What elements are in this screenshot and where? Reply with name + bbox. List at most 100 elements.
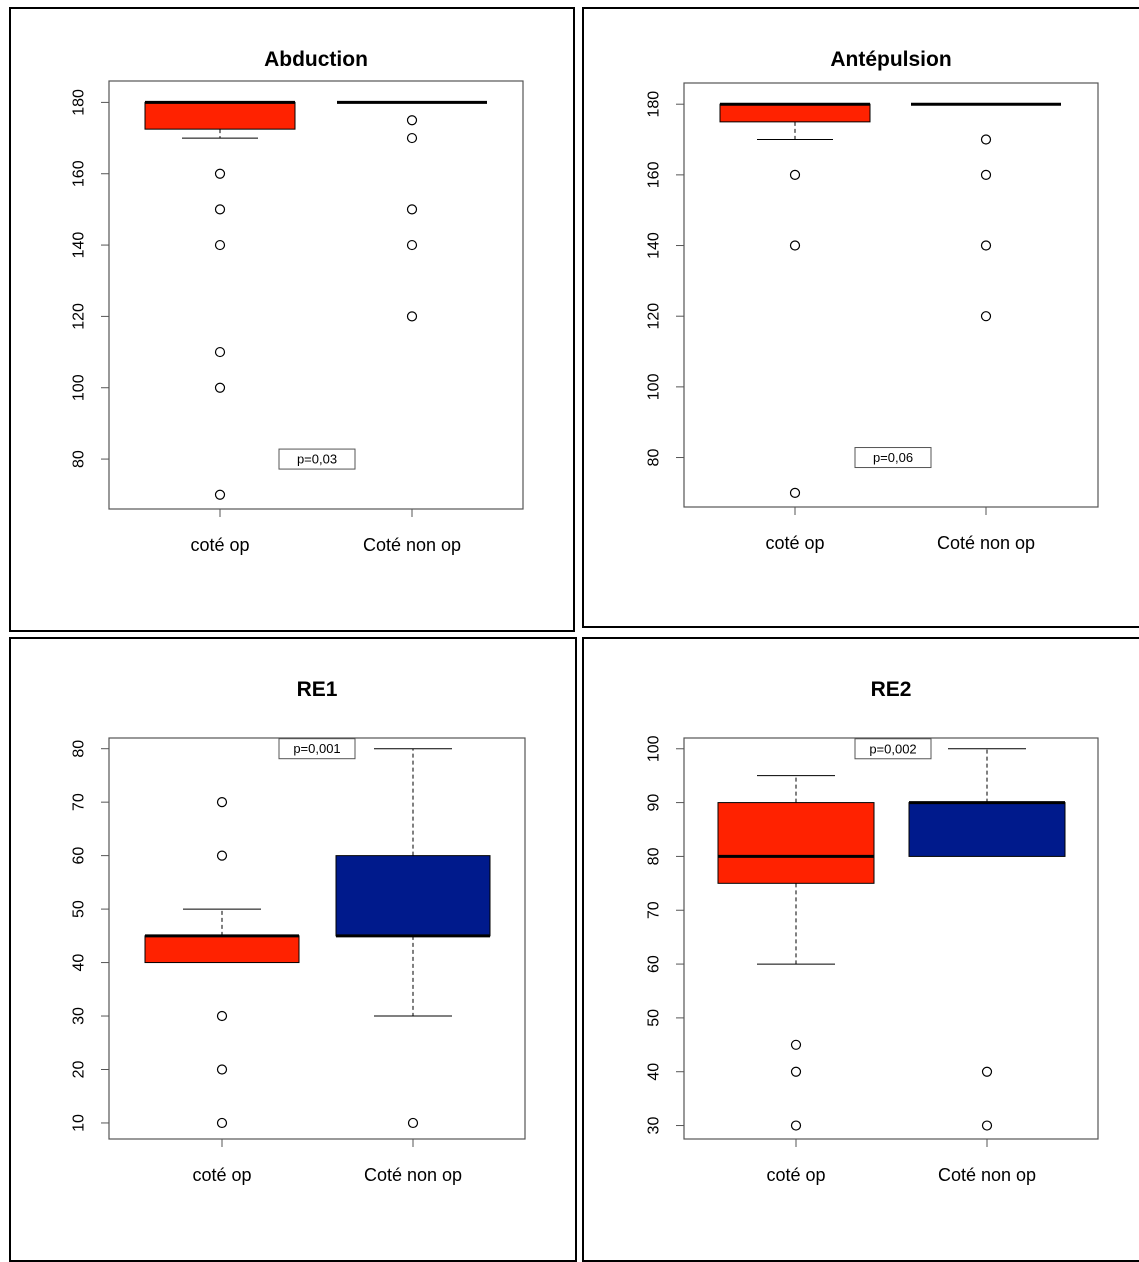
y-tick-label: 30	[71, 1007, 88, 1025]
p-value-label: p=0,06	[873, 450, 913, 465]
chart-title-antepulsion: Antépulsion	[830, 48, 951, 71]
p-value-label: p=0,03	[297, 452, 337, 467]
y-tick-label: 90	[646, 794, 663, 812]
p-value-box	[278, 738, 356, 760]
y-tick-label: 40	[71, 954, 88, 972]
y-tick-label: 160	[646, 161, 663, 188]
chart-title-re2: RE2	[871, 678, 912, 701]
y-tick-label: 80	[71, 740, 88, 758]
outlier-point	[980, 311, 992, 322]
x-category-label: coté op	[192, 1165, 251, 1185]
outlier-point	[980, 240, 992, 251]
outlier-point	[980, 169, 992, 180]
outlier-point	[790, 1039, 802, 1050]
plot-frame	[683, 737, 1099, 1140]
p-value-box	[854, 738, 932, 760]
box-re1-cote-op	[144, 797, 300, 1129]
y-tick-label: 160	[71, 160, 88, 187]
y-tick-label: 80	[646, 847, 663, 865]
outlier-point	[216, 850, 228, 861]
plot-frame	[108, 737, 526, 1140]
boxplot-re2: RE2 30 40 50 60 70 80 90 100 coté op Coté non op p=…	[646, 678, 1099, 1185]
outlier-point	[406, 115, 418, 126]
x-category-label: Coté non op	[363, 535, 461, 555]
y-tick-label: 20	[71, 1060, 88, 1078]
outlier-point	[216, 1117, 228, 1129]
y-tick-label: 100	[646, 373, 663, 400]
plot-frame	[108, 80, 524, 510]
outlier-point	[214, 489, 226, 500]
outlier-point	[981, 1066, 993, 1077]
y-tick-label: 120	[71, 303, 88, 330]
chart-panel-abduction: Abduction 80 100 120 140 160 180 coté op Coté no…	[9, 7, 575, 632]
y-tick-label: 140	[646, 232, 663, 259]
x-category-label: Coté non op	[364, 1165, 462, 1185]
outlier-point	[789, 240, 801, 251]
outlier-point	[407, 1117, 419, 1129]
outlier-point	[406, 204, 418, 215]
chart-panel-re1: RE1 10 20 30 40 50 60 70 80 coté op Coté non op p=0…	[9, 637, 577, 1262]
outlier-point	[406, 239, 418, 251]
y-tick-label: 50	[71, 900, 88, 918]
y-tick-label: 100	[646, 735, 663, 762]
box-iqr	[144, 101, 296, 130]
chart-panel-re2: RE2 30 40 50 60 70 80 90 100 coté op Coté non op p=…	[582, 637, 1139, 1262]
boxplot-antepulsion: Antépulsion 80 100 120 140 160 180 coté op Coté …	[646, 48, 1099, 553]
p-value-box	[278, 448, 356, 470]
p-value-label: p=0,001	[293, 741, 340, 756]
y-tick-label: 10	[71, 1114, 88, 1132]
outlier-point	[406, 311, 418, 322]
boxplot-re1: RE1 10 20 30 40 50 60 70 80 coté op Coté non op p=0…	[71, 678, 526, 1185]
p-value-box	[854, 447, 932, 469]
outlier-point	[216, 1064, 228, 1075]
y-tick-label: 140	[71, 232, 88, 259]
box-iqr	[717, 802, 875, 884]
x-category-label: Coté non op	[937, 533, 1035, 553]
chart-title-abduction: Abduction	[264, 48, 368, 71]
outlier-point	[214, 168, 226, 179]
y-tick-label: 40	[646, 1063, 663, 1081]
p-value-label: p=0,002	[869, 741, 916, 756]
x-category-label: coté op	[190, 535, 249, 555]
outlier-point	[980, 134, 992, 145]
y-tick-label: 60	[646, 955, 663, 973]
y-tick-label: 100	[71, 374, 88, 401]
outlier-point	[214, 346, 226, 358]
box-abduction-cote-non-op	[337, 100, 487, 322]
y-tick-label: 120	[646, 303, 663, 330]
box-re2-cote-non-op	[908, 748, 1066, 1131]
boxplot-abduction: Abduction 80 100 120 140 160 180 coté op Coté no…	[71, 48, 524, 555]
box-re2-cote-op	[717, 775, 875, 1131]
x-category-label: Coté non op	[938, 1165, 1036, 1185]
y-tick-label: 50	[646, 1009, 663, 1027]
plot-frame	[683, 82, 1099, 508]
outlier-point	[214, 382, 226, 393]
outlier-point	[790, 1120, 802, 1131]
chart-panel-antepulsion: Antépulsion 80 100 120 140 160 180 coté op Coté …	[582, 7, 1139, 628]
outlier-point	[789, 169, 801, 180]
box-iqr	[719, 103, 871, 123]
box-antepulsion-cote-non-op	[911, 102, 1061, 322]
outlier-point	[216, 1010, 228, 1022]
box-antepulsion-cote-op	[719, 102, 871, 498]
outlier-point	[406, 132, 418, 144]
box-iqr	[144, 935, 300, 964]
y-tick-label: 80	[646, 449, 663, 467]
outlier-point	[214, 204, 226, 215]
chart-title-re1: RE1	[297, 678, 338, 701]
y-tick-label: 60	[71, 847, 88, 865]
box-iqr	[908, 802, 1066, 857]
box-abduction-cote-op	[144, 100, 296, 500]
y-tick-label: 30	[646, 1117, 663, 1135]
y-tick-label: 80	[71, 450, 88, 468]
box-re1-cote-non-op	[335, 748, 491, 1129]
outlier-point	[214, 239, 226, 251]
outlier-point	[790, 1066, 802, 1077]
box-iqr	[335, 855, 491, 937]
x-category-label: coté op	[766, 1165, 825, 1185]
outlier-point	[981, 1120, 993, 1131]
y-tick-label: 70	[71, 793, 88, 811]
y-tick-label: 70	[646, 901, 663, 919]
outlier-point	[216, 797, 228, 808]
y-tick-label: 180	[646, 91, 663, 118]
